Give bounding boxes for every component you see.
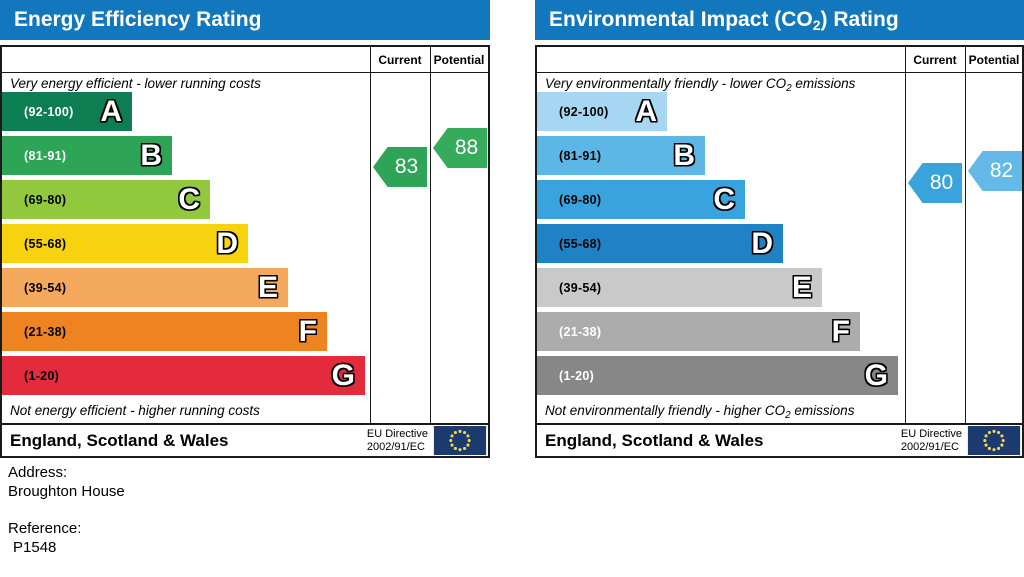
band-b-letter: B [140, 138, 162, 172]
band-b-range: (81-91) [24, 148, 67, 163]
band-b-range: (81-91) [559, 148, 602, 163]
band-c-letter: C [713, 182, 735, 216]
band-d-letter: D [216, 226, 238, 260]
current-column-header: Current [378, 53, 422, 67]
eu-flag-icon [967, 426, 1021, 455]
bottom-caption: Not environmentally friendly - higher CO… [545, 403, 855, 421]
environmental-impact-chart: Environmental Impact (CO2) Rating Curren… [535, 0, 1024, 458]
band-g-bar: (1-20) G [2, 356, 365, 395]
band-f-bar: (21-38) F [2, 312, 327, 351]
band-c-bar: (69-80) C [2, 180, 210, 219]
band-g-bar: (1-20) G [537, 356, 898, 395]
address-block: Address: Broughton House Reference: P154… [8, 463, 125, 557]
band-d-range: (55-68) [24, 236, 67, 251]
eu-directive-label: EU Directive 2002/91/EC [900, 427, 962, 453]
potential-rating-arrow: 82 [968, 151, 1022, 191]
band-f-letter: F [298, 314, 317, 348]
band-a-bar: (92-100) A [537, 92, 667, 131]
title-suffix: ) Rating [820, 8, 899, 31]
title-text: Energy Efficiency Rating [14, 8, 262, 31]
band-d-range: (55-68) [559, 236, 602, 251]
bottom-caption: Not energy efficient - higher running co… [10, 403, 260, 418]
band-f-bar: (21-38) F [537, 312, 860, 351]
energy-efficiency-title: Energy Efficiency Rating [0, 0, 490, 40]
reference-value: P1548 [13, 539, 57, 556]
band-b-letter: B [673, 138, 695, 172]
spacer [8, 501, 125, 519]
eu-flag-icon [433, 426, 487, 455]
current-column-divider [370, 47, 371, 423]
reference-label: Reference: [8, 520, 82, 537]
band-a-range: (92-100) [559, 104, 609, 119]
band-e-letter: E [257, 270, 278, 304]
band-c-range: (69-80) [24, 192, 67, 207]
chart-footer: England, Scotland & Wales EU Directive 2… [0, 423, 490, 458]
top-caption: Very energy efficient - lower running co… [10, 76, 261, 91]
column-header-row: Current Potential [2, 47, 488, 73]
band-f-letter: F [831, 314, 850, 348]
potential-column-divider [965, 47, 966, 423]
rating-table: Current Potential Very energy efficient … [0, 45, 490, 423]
potential-rating-value: 88 [454, 136, 479, 159]
potential-column-divider [430, 47, 431, 423]
band-a-letter: A [100, 94, 122, 128]
band-b-bar: (81-91) B [537, 136, 705, 175]
band-c-range: (69-80) [559, 192, 602, 207]
column-header-row: Current Potential [537, 47, 1022, 73]
band-a-range: (92-100) [24, 104, 74, 119]
band-a-letter: A [635, 94, 657, 128]
eu-directive-label: EU Directive 2002/91/EC [366, 427, 428, 453]
band-f-range: (21-38) [24, 324, 67, 339]
band-e-letter: E [791, 270, 812, 304]
band-d-bar: (55-68) D [537, 224, 783, 263]
band-e-range: (39-54) [559, 280, 602, 295]
current-rating-value: 80 [929, 171, 954, 194]
band-d-bar: (55-68) D [2, 224, 248, 263]
current-rating-arrow: 83 [373, 147, 427, 187]
band-g-letter: G [331, 358, 355, 392]
environmental-impact-title: Environmental Impact (CO2) Rating [535, 0, 1024, 40]
potential-column-header: Potential [968, 53, 1020, 67]
title-subscript: 2 [812, 17, 821, 33]
potential-rating-arrow: 88 [433, 128, 487, 168]
band-a-bar: (92-100) A [2, 92, 132, 131]
potential-rating-value: 82 [989, 159, 1014, 182]
band-e-range: (39-54) [24, 280, 67, 295]
band-b-bar: (81-91) B [2, 136, 172, 175]
current-rating-value: 83 [394, 155, 419, 178]
rating-table: Current Potential Very environmentally f… [535, 45, 1024, 423]
region-label: England, Scotland & Wales [10, 430, 229, 450]
current-column-header: Current [913, 53, 957, 67]
top-caption: Very environmentally friendly - lower CO… [545, 76, 856, 94]
potential-column-header: Potential [433, 53, 485, 67]
current-rating-arrow: 80 [908, 163, 962, 203]
current-column-divider [905, 47, 906, 423]
band-g-range: (1-20) [559, 368, 595, 383]
address-label: Address: [8, 464, 68, 481]
energy-efficiency-chart: Energy Efficiency Rating Current Potenti… [0, 0, 490, 458]
chart-footer: England, Scotland & Wales EU Directive 2… [535, 423, 1024, 458]
address-value: Broughton House [8, 483, 125, 500]
band-c-bar: (69-80) C [537, 180, 745, 219]
band-g-range: (1-20) [24, 368, 60, 383]
region-label: England, Scotland & Wales [545, 430, 764, 450]
band-e-bar: (39-54) E [2, 268, 288, 307]
band-e-bar: (39-54) E [537, 268, 822, 307]
band-g-letter: G [864, 358, 888, 392]
band-d-letter: D [751, 226, 773, 260]
band-c-letter: C [178, 182, 200, 216]
band-f-range: (21-38) [559, 324, 602, 339]
title-text: Environmental Impact (CO [549, 8, 813, 31]
